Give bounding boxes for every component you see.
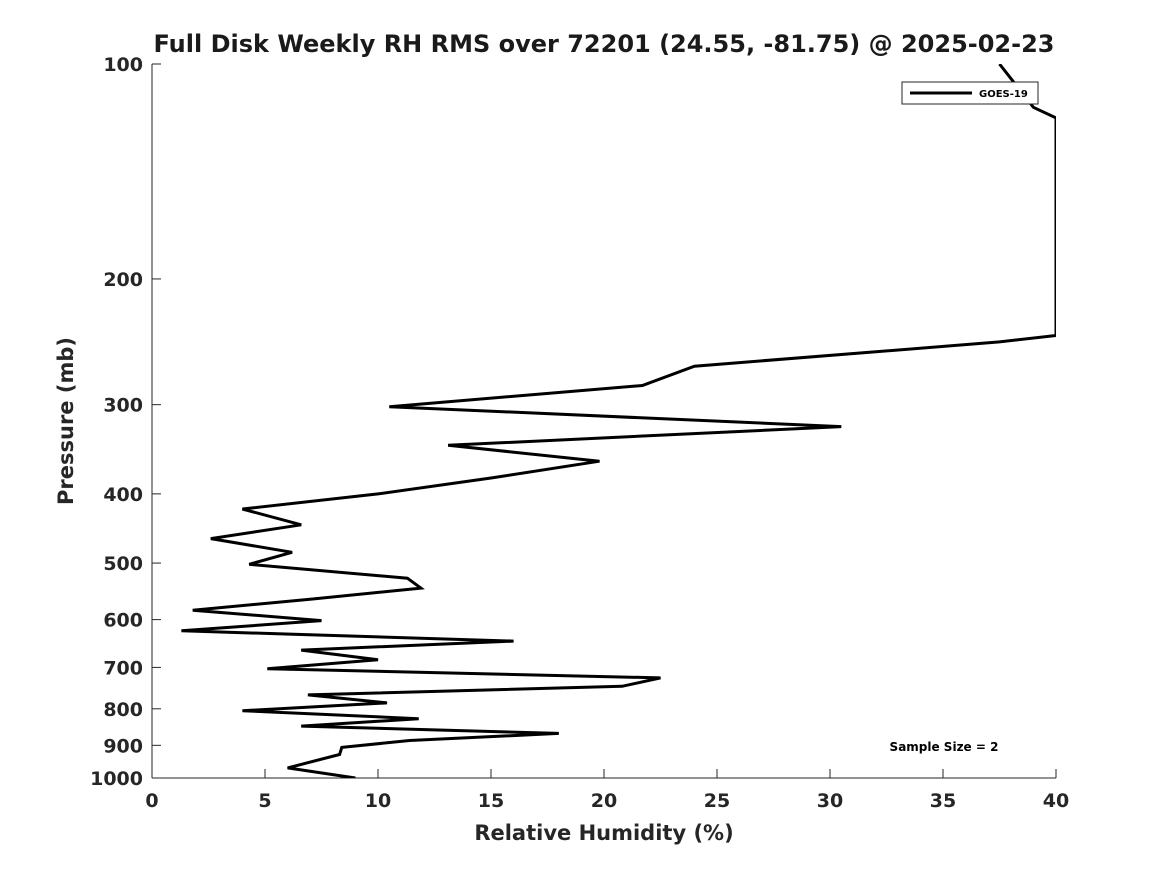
x-tick-label: 5	[258, 790, 271, 812]
y-tick-label: 300	[103, 395, 143, 417]
sample-size-annotation: Sample Size = 2	[890, 740, 999, 754]
x-axis-ticks: 0 5 10 15 20 25 30 35 40	[145, 769, 1069, 812]
y-tick-label: 900	[103, 735, 143, 757]
y-tick-label: 200	[103, 269, 143, 291]
y-tick-label: 800	[103, 699, 143, 721]
y-axis-ticks: 100 200 300 400 500 600 700 800 900 1000	[90, 54, 161, 790]
y-tick-label: 500	[103, 553, 143, 575]
y-tick-label: 700	[103, 657, 143, 679]
x-tick-label: 20	[591, 790, 617, 812]
x-tick-label: 15	[478, 790, 504, 812]
x-tick-label: 25	[704, 790, 730, 812]
y-tick-label: 600	[103, 610, 143, 632]
x-tick-label: 40	[1043, 790, 1069, 812]
legend-entry: GOES-19	[979, 89, 1028, 100]
series-line-goes-19	[181, 64, 1056, 778]
y-tick-label: 100	[103, 54, 143, 76]
y-axis-label: Pressure (mb)	[54, 337, 78, 505]
y-tick-label: 1000	[90, 768, 143, 790]
x-tick-label: 30	[817, 790, 843, 812]
x-tick-label: 0	[145, 790, 158, 812]
legend: GOES-19	[901, 81, 1039, 105]
x-tick-label: 35	[930, 790, 956, 812]
y-tick-label: 400	[103, 484, 143, 506]
plot-area	[151, 64, 1056, 779]
x-tick-label: 10	[365, 790, 391, 812]
x-axis-label: Relative Humidity (%)	[474, 821, 733, 845]
chart-title: Full Disk Weekly RH RMS over 72201 (24.5…	[153, 30, 1054, 58]
